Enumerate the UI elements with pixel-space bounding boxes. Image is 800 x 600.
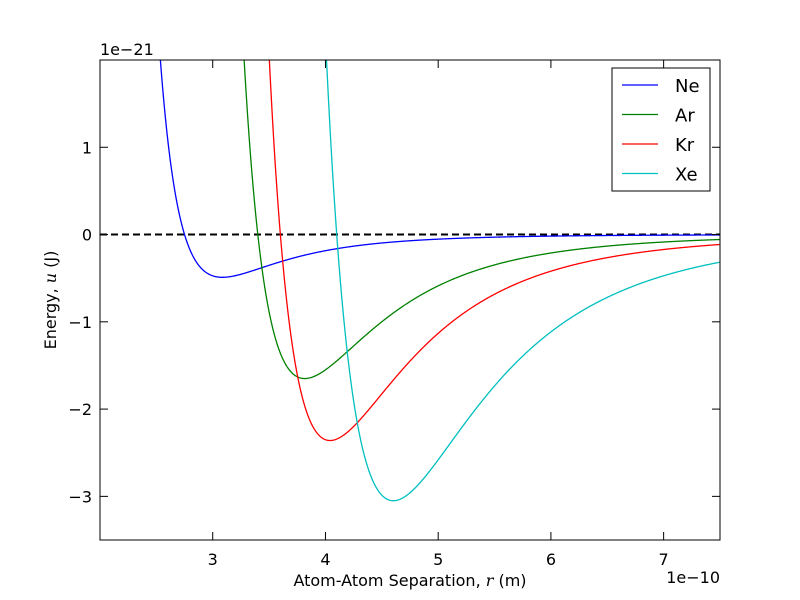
x-axis-unit: (m) [493,571,526,590]
x-tick-label: 6 [546,550,556,569]
y-offset-label: 1e−21 [100,40,154,59]
series-line-ar [243,60,720,380]
plot-frame [99,59,721,541]
y-tick-label: 1 [82,138,92,157]
y-tick-label: −3 [68,487,92,506]
axis-ticks: 3 4 5 6 7 1 0 −1 −2 −3 [68,60,720,569]
y-axis-unit: (J) [41,251,60,273]
x-tick-label: 7 [659,550,669,569]
series-lines [159,60,720,502]
x-tick-label: 4 [320,550,330,569]
legend-box [611,67,711,192]
y-axis-title-text: Energy, [41,283,60,349]
legend-label-ne: Ne [675,76,700,97]
x-tick-label: 5 [433,550,443,569]
y-tick-label: −1 [68,313,92,332]
legend-label-xe: Xe [675,165,698,186]
y-tick-label: 0 [82,226,92,245]
y-axis-variable: u [41,273,60,283]
series-line-xe [325,60,720,502]
y-tick-label: −2 [68,400,92,419]
x-axis-title: Atom-Atom Separation, r (m) [293,571,526,590]
series-line-ne [159,60,720,278]
x-offset-label: 1e−10 [666,568,720,587]
legend-label-ar: Ar [675,106,695,127]
x-axis-variable: r [486,571,495,590]
series-line-kr [268,60,720,442]
legend: Ne Ar Kr Xe [611,67,711,192]
y-axis-title: Energy, u (J) [41,251,60,350]
x-axis-title-text: Atom-Atom Separation, [293,571,485,590]
x-tick-label: 3 [208,550,218,569]
legend-label-kr: Kr [675,135,695,156]
plot-area [100,60,720,502]
legend-entries: Ne Ar Kr Xe [622,76,700,186]
